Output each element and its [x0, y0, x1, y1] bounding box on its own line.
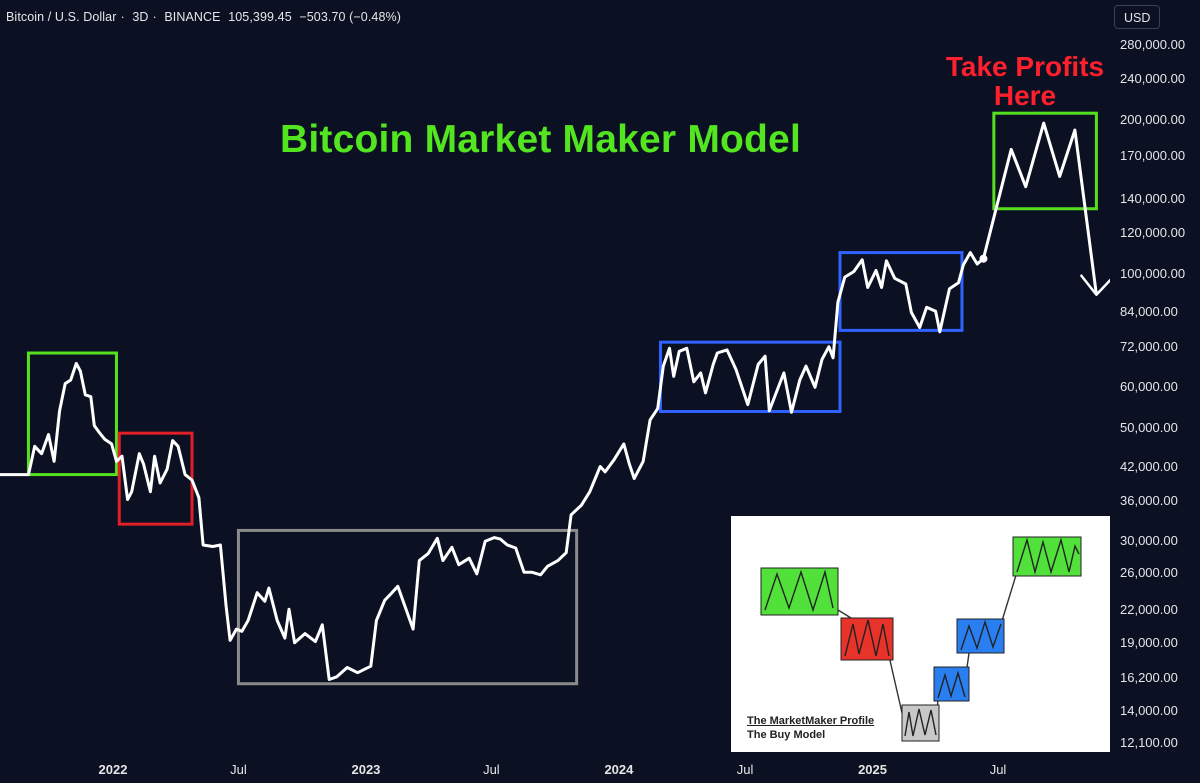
inset-manipulation-zigzag [904, 708, 937, 737]
y-tick-label: 16,200.00 [1120, 670, 1178, 686]
time-axis[interactable]: 2022 Jul 2023 Jul 2024 Jul 2025 Jul [0, 756, 1110, 783]
x-tick-label: Jul [483, 762, 500, 777]
inset-reaccumulation-1-zigzag [937, 670, 966, 699]
x-tick-label: 2022 [98, 762, 128, 777]
y-tick-label: 30,000.00 [1120, 533, 1178, 549]
y-tick-label: 280,000.00 [1120, 37, 1186, 52]
price-line [0, 251, 985, 681]
y-tick-label: 42,000.00 [1120, 458, 1178, 474]
price-chart[interactable] [0, 0, 1110, 756]
projection-arrowhead [1080, 274, 1110, 296]
symbol-name: Bitcoin / U.S. Dollar [6, 10, 117, 24]
inset-expansion-zigzag [1016, 537, 1080, 575]
chart-title: Bitcoin Market Maker Model [280, 118, 801, 161]
x-tick-label: Jul [736, 762, 754, 777]
price-axis[interactable]: 280,000.00 240,000.00 200,000.00 170,000.00… [1110, 0, 1200, 783]
y-tick-label: 72,000.00 [1120, 338, 1178, 354]
inset-distribution-zigzag [844, 619, 890, 657]
interval-label: 3D [132, 10, 149, 24]
inset-caption: The MarketMaker Profile The Buy Model [747, 715, 874, 741]
exchange-label: BINANCE [164, 10, 221, 24]
y-tick-label: 84,000.00 [1120, 304, 1178, 320]
currency-button[interactable]: USD [1114, 5, 1160, 29]
take-profit-box [992, 111, 1098, 211]
y-tick-label: 120,000.00 [1120, 225, 1186, 241]
y-tick-label: 100,000.00 [1120, 265, 1186, 281]
consolidation-box [236, 528, 579, 686]
x-tick-label: Jul [230, 762, 247, 777]
y-tick-label: 12,100.00 [1120, 735, 1178, 750]
inset-accumulation-zigzag [764, 569, 834, 613]
distribution-box [117, 431, 194, 526]
y-tick-label: 19,000.00 [1120, 634, 1178, 650]
take-profit-label: Take Profits Here [945, 51, 1105, 111]
x-tick-label: Jul [989, 762, 1007, 777]
market-maker-profile-inset [731, 516, 1110, 752]
symbol-header: Bitcoin / U.S. Dollar · 3D · BINANCE 105,3… [6, 10, 402, 24]
inset-caption-title: The MarketMaker Profile [747, 715, 875, 727]
y-tick-label: 170,000.00 [1120, 147, 1186, 163]
y-tick-label: 36,000.00 [1120, 492, 1178, 508]
x-tick-label: 2025 [858, 762, 887, 777]
y-tick-label: 60,000.00 [1120, 379, 1178, 395]
y-tick-label: 200,000.00 [1120, 111, 1186, 127]
x-tick-label: 2024 [604, 762, 634, 777]
last-price: 105,399.45 [228, 10, 292, 24]
inset-diagram [760, 536, 1082, 742]
inset-reaccumulation-2-zigzag [960, 619, 1002, 651]
y-tick-label: 14,000.00 [1120, 702, 1178, 718]
price-change: −503.70 (−0.48%) [299, 10, 402, 24]
y-tick-label: 26,000.00 [1120, 565, 1178, 581]
y-tick-label: 50,000.00 [1120, 419, 1178, 435]
x-tick-label: 2023 [351, 762, 381, 777]
y-tick-label: 240,000.00 [1120, 71, 1186, 87]
y-tick-label: 140,000.00 [1120, 191, 1186, 206]
inset-caption-subtitle: The Buy Model [747, 729, 826, 741]
y-tick-label: 22,000.00 [1120, 602, 1178, 618]
inset-manipulation-box [901, 704, 940, 742]
projection-line [981, 121, 1098, 295]
accumulation-box [26, 351, 118, 477]
